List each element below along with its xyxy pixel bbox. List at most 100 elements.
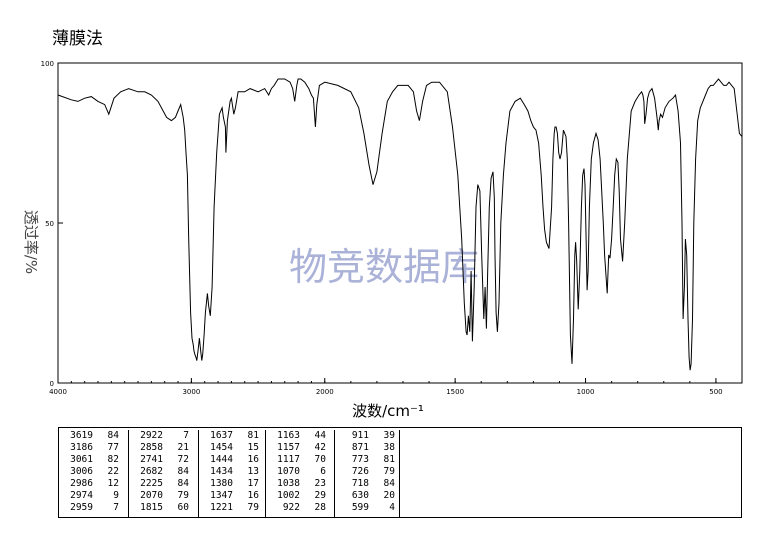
peak-table-row: 871 38 bbox=[335, 442, 399, 454]
peak-table-column: 1163 44 1157 42 1117 70 1070 6 1038 23 1002 29 922 28 bbox=[266, 430, 335, 517]
y-tick-label: 100 bbox=[41, 60, 54, 68]
peak-table-row: 3061 82 bbox=[59, 454, 128, 466]
peak-table-row: 1815 60 bbox=[129, 502, 198, 514]
peak-table-row: 1163 44 bbox=[266, 430, 334, 442]
peak-wavenumber: 922 bbox=[282, 502, 300, 513]
peak-wavenumber: 1444 bbox=[210, 454, 233, 465]
x-tick-label: 1000 bbox=[577, 388, 595, 396]
peak-wavenumber: 1038 bbox=[277, 478, 300, 489]
peak-table-row: 1347 16 bbox=[199, 490, 265, 502]
x-tick-label: 3000 bbox=[182, 388, 200, 396]
peak-table-row: 911 39 bbox=[335, 430, 399, 442]
peak-wavenumber: 1157 bbox=[277, 442, 300, 453]
peak-transmittance: 77 bbox=[107, 442, 119, 453]
sample-method-label: 薄膜法 bbox=[52, 29, 103, 49]
peak-table-row: 1221 79 bbox=[199, 502, 265, 514]
peak-wavenumber: 1070 bbox=[277, 466, 300, 477]
peak-wavenumber: 630 bbox=[351, 490, 369, 501]
peak-transmittance: 29 bbox=[314, 490, 326, 501]
peak-transmittance: 6 bbox=[320, 466, 326, 477]
peak-wavenumber: 1002 bbox=[277, 490, 300, 501]
peak-table-row: 3186 77 bbox=[59, 442, 128, 454]
peak-table-row: 718 84 bbox=[335, 478, 399, 490]
peak-table-row: 726 79 bbox=[335, 466, 399, 478]
peak-table-row: 2225 84 bbox=[129, 478, 198, 490]
peak-transmittance: 16 bbox=[247, 454, 259, 465]
peak-transmittance: 16 bbox=[247, 490, 259, 501]
peak-transmittance: 82 bbox=[107, 454, 119, 465]
peak-wavenumber: 1347 bbox=[210, 490, 233, 501]
peak-wavenumber: 3006 bbox=[70, 466, 93, 477]
peak-transmittance: 22 bbox=[107, 466, 119, 477]
x-tick-label: 500 bbox=[709, 388, 722, 396]
peak-table-row: 599 4 bbox=[335, 502, 399, 514]
peak-wavenumber: 1637 bbox=[210, 430, 233, 441]
peak-wavenumber: 2682 bbox=[140, 466, 163, 477]
peak-table-row: 1117 70 bbox=[266, 454, 334, 466]
peak-wavenumber: 3061 bbox=[70, 454, 93, 465]
x-tick-label: 1500 bbox=[446, 388, 464, 396]
peak-table-row: 773 81 bbox=[335, 454, 399, 466]
peak-table-row: 1002 29 bbox=[266, 490, 334, 502]
peak-transmittance: 23 bbox=[314, 478, 326, 489]
peak-wavenumber: 1380 bbox=[210, 478, 233, 489]
peak-wavenumber: 2070 bbox=[140, 490, 163, 501]
peak-wavenumber: 773 bbox=[351, 454, 369, 465]
peak-wavenumber: 1454 bbox=[210, 442, 233, 453]
peak-transmittance: 9 bbox=[113, 490, 119, 501]
peak-transmittance: 38 bbox=[383, 442, 395, 453]
y-tick-label: 0 bbox=[50, 380, 54, 388]
peak-wavenumber: 1815 bbox=[140, 502, 163, 513]
peak-transmittance: 21 bbox=[177, 442, 189, 453]
peak-transmittance: 84 bbox=[383, 478, 395, 489]
peak-table-row: 2959 7 bbox=[59, 502, 128, 514]
plot-frame bbox=[57, 62, 743, 384]
peak-table-row: 1454 15 bbox=[199, 442, 265, 454]
x-tick-label: 4000 bbox=[49, 388, 67, 396]
y-axis-ticks: 0 50 100 bbox=[41, 60, 63, 388]
peak-table-row: 1637 81 bbox=[199, 430, 265, 442]
peak-table-row: 1157 42 bbox=[266, 442, 334, 454]
peak-transmittance: 4 bbox=[389, 502, 395, 513]
peak-transmittance: 84 bbox=[177, 478, 189, 489]
peak-transmittance: 70 bbox=[314, 454, 326, 465]
x-axis-ticks: 4000 3000 2000 1500 1000 500 bbox=[49, 378, 723, 396]
peak-table-row: 1380 17 bbox=[199, 478, 265, 490]
peak-table-row: 1070 6 bbox=[266, 466, 334, 478]
peak-transmittance: 39 bbox=[383, 430, 395, 441]
peak-wavenumber: 2986 bbox=[70, 478, 93, 489]
peak-transmittance: 81 bbox=[247, 430, 259, 441]
peak-wavenumber: 726 bbox=[351, 466, 369, 477]
peak-table-row: 1038 23 bbox=[266, 478, 334, 490]
peak-wavenumber: 2974 bbox=[70, 490, 93, 501]
peak-wavenumber: 718 bbox=[351, 478, 369, 489]
peak-table-row: 3619 84 bbox=[59, 430, 128, 442]
peak-table-row: 2986 12 bbox=[59, 478, 128, 490]
peak-transmittance: 13 bbox=[247, 466, 259, 477]
peak-transmittance: 42 bbox=[314, 442, 326, 453]
peak-table-row: 2741 72 bbox=[129, 454, 198, 466]
peak-table-column: 911 39 871 38 773 81 726 79 718 84 630 20 599 4 bbox=[335, 430, 400, 517]
peak-transmittance: 72 bbox=[177, 454, 189, 465]
peak-transmittance: 84 bbox=[177, 466, 189, 477]
peak-transmittance: 60 bbox=[177, 502, 189, 513]
peak-transmittance: 15 bbox=[247, 442, 259, 453]
peak-table-row: 2682 84 bbox=[129, 466, 198, 478]
x-tick-label: 2000 bbox=[316, 388, 334, 396]
x-axis-label: 波数/cm⁻¹ bbox=[352, 402, 424, 420]
peak-table-column: 1637 81 1454 15 1444 16 1434 13 1380 17 1347 16 1221… bbox=[199, 430, 266, 517]
peak-transmittance: 7 bbox=[183, 430, 189, 441]
peak-wavenumber: 2741 bbox=[140, 454, 163, 465]
peak-table-row: 2858 21 bbox=[129, 442, 198, 454]
peak-table-row: 630 20 bbox=[335, 490, 399, 502]
peak-wavenumber: 1117 bbox=[277, 454, 300, 465]
peak-wavenumber: 599 bbox=[351, 502, 369, 513]
peak-wavenumber: 3619 bbox=[70, 430, 93, 441]
peak-wavenumber: 2959 bbox=[70, 502, 93, 513]
peak-table-column: 3619 84 3186 77 3061 82 3006 22 2986 12 2974 9 2959 7 bbox=[59, 430, 129, 517]
watermark: 物竞数据库 bbox=[289, 245, 479, 289]
peak-wavenumber: 1221 bbox=[210, 502, 233, 513]
y-tick-label: 50 bbox=[45, 220, 54, 228]
peak-transmittance: 28 bbox=[314, 502, 326, 513]
